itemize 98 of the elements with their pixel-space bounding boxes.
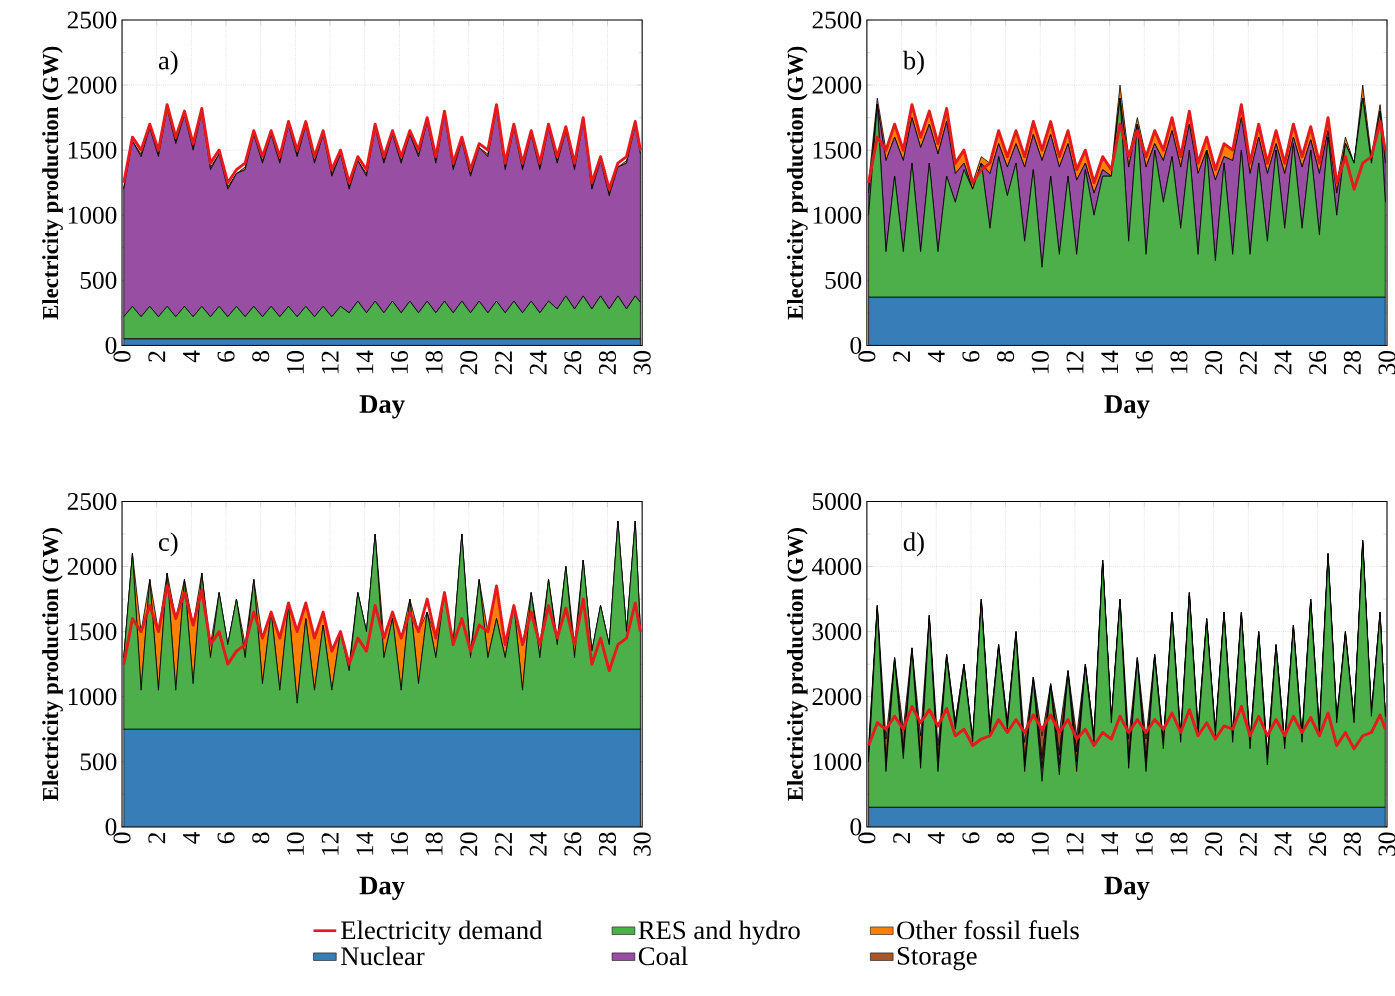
y-tick-label: 2000 <box>812 76 862 94</box>
x-tick-label: 6 <box>962 832 980 844</box>
y-axis-title: Electricity production (GW) <box>787 527 808 801</box>
x-tick-label: 6 <box>217 350 235 362</box>
y-tick-label: 1000 <box>68 206 117 224</box>
x-tick-label: 12 <box>321 351 339 374</box>
x-tick-label: 8 <box>997 832 1015 844</box>
y-axis-title: Electricity production (GW) <box>42 46 63 320</box>
x-tick-label: 4 <box>183 350 200 363</box>
x-axis-title: Day <box>359 876 405 900</box>
y-tick-label: 500 <box>825 271 862 289</box>
y-tick-label: 1500 <box>813 141 862 159</box>
annotation: b) <box>902 50 924 75</box>
y-tick-label: 2500 <box>67 492 117 510</box>
x-tick-label: 20 <box>1205 351 1223 375</box>
y-axis-title: Electricity production (GW) <box>787 46 808 320</box>
x-tick-label: 24 <box>1274 831 1292 856</box>
y-tick-label: 1000 <box>68 688 117 706</box>
x-tick-label: 28 <box>598 351 617 375</box>
x-tick-label: 2 <box>148 832 166 844</box>
annotation: d) <box>903 532 924 557</box>
x-tick-label: 22 <box>495 832 512 856</box>
x-tick-label: 14 <box>356 831 374 855</box>
x-tick-label: 16 <box>1135 832 1153 855</box>
x-tick-label: 18 <box>425 832 443 855</box>
x-axis-title: Day <box>359 395 405 419</box>
y-tick-label: 500 <box>80 271 117 289</box>
x-axis-title: Day <box>1104 395 1150 419</box>
x-tick-label: 30 <box>633 351 651 375</box>
x-tick-label: 10 <box>286 832 304 855</box>
x-tick-label: 2 <box>893 832 910 844</box>
x-tick-label: 10 <box>286 351 304 374</box>
y-tick-label: 3000 <box>812 622 862 641</box>
y-tick-label: 1500 <box>68 622 117 641</box>
x-tick-label: 18 <box>1170 351 1188 374</box>
legend-label: Nuclear <box>341 946 425 966</box>
x-tick-label: 8 <box>997 351 1015 362</box>
x-tick-label: 14 <box>356 350 374 374</box>
y-axis-title: Electricity production (GW) <box>42 528 63 801</box>
y-tick-label: 4000 <box>811 557 862 575</box>
x-tick-label: 12 <box>321 832 339 855</box>
x-tick-label: 4 <box>183 831 200 844</box>
x-axis-title: Day <box>1104 876 1150 900</box>
x-tick-label: 22 <box>1239 832 1257 856</box>
y-tick-label: 5000 <box>812 492 862 510</box>
x-tick-label: 6 <box>217 832 235 844</box>
y-tick-label: 1500 <box>68 141 117 159</box>
x-tick-label: 28 <box>598 832 617 856</box>
x-tick-label: 20 <box>460 351 478 375</box>
y-tick-label: 500 <box>80 753 117 771</box>
x-tick-label: 20 <box>460 832 478 856</box>
y-tick-label: 2000 <box>67 76 117 94</box>
x-tick-label: 28 <box>1343 832 1361 856</box>
annotation: a) <box>158 50 178 75</box>
x-tick-label: 10 <box>1031 351 1049 374</box>
x-tick-label: 16 <box>1135 350 1153 374</box>
x-tick-label: 6 <box>962 350 980 362</box>
y-tick-label: 2500 <box>812 11 862 29</box>
x-tick-label: 4 <box>927 350 945 363</box>
x-tick-label: 4 <box>927 831 945 844</box>
x-tick-label: 26 <box>564 350 582 375</box>
legend-label: RES and hydro <box>638 920 800 945</box>
x-tick-label: 8 <box>252 832 270 844</box>
x-tick-label: 28 <box>1343 351 1361 375</box>
x-tick-label: 30 <box>1378 832 1395 856</box>
x-tick-label: 20 <box>1205 832 1223 856</box>
x-tick-label: 14 <box>1101 350 1118 374</box>
x-tick-label: 16 <box>390 832 408 855</box>
x-tick-label: 2 <box>893 351 910 362</box>
annotation: c) <box>158 532 178 557</box>
x-tick-label: 18 <box>425 351 443 374</box>
x-tick-label: 8 <box>252 351 270 362</box>
y-tick-label: 2500 <box>67 11 117 29</box>
x-tick-label: 2 <box>148 351 166 362</box>
x-tick-label: 26 <box>1309 350 1327 375</box>
x-tick-label: 14 <box>1101 831 1118 855</box>
legend-label: Storage <box>897 946 977 971</box>
x-tick-label: 10 <box>1031 832 1049 855</box>
x-tick-label: 30 <box>1378 351 1395 375</box>
legend-label: Coal <box>638 946 688 966</box>
x-tick-label: 24 <box>1274 350 1292 375</box>
y-tick-label: 2000 <box>67 557 117 575</box>
x-tick-label: 12 <box>1066 351 1084 374</box>
x-tick-label: 24 <box>529 350 547 375</box>
legend-label: Other fossil fuels <box>897 920 1079 940</box>
x-tick-label: 18 <box>1170 832 1188 855</box>
legend-label: Electricity demand <box>341 920 543 945</box>
x-tick-label: 16 <box>390 350 408 374</box>
y-tick-label: 1000 <box>813 206 862 224</box>
y-tick-label: 2000 <box>812 688 862 706</box>
x-tick-label: 30 <box>633 832 651 856</box>
x-tick-label: 22 <box>1239 351 1257 375</box>
x-tick-label: 22 <box>495 351 512 375</box>
x-tick-label: 26 <box>1309 832 1327 856</box>
x-tick-label: 24 <box>529 831 547 856</box>
y-tick-label: 1000 <box>813 753 862 771</box>
x-tick-label: 26 <box>564 832 582 856</box>
x-tick-label: 12 <box>1066 832 1084 855</box>
